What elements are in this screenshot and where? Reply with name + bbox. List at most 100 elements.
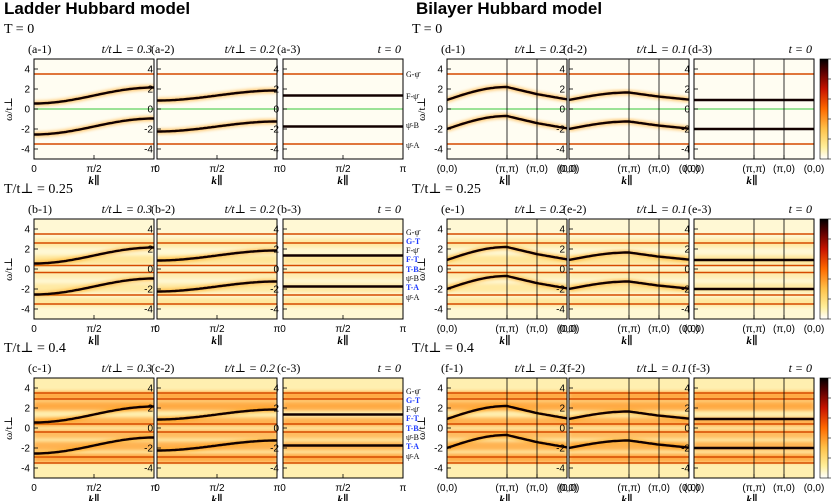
y-tick-label: -4 [681, 305, 690, 316]
panel-label: (f-2) [563, 361, 585, 375]
bilayer-row2-temperature: T/t⊥ = 0.25 [412, 182, 481, 197]
x-tick-label: (π,0) [773, 164, 795, 175]
panel-c-2: 420-2-40 π/2 πk∥(c-2) t/t⊥ = 0.2 [144, 361, 280, 501]
panel-b-1: 420-2-40 π/2 πk∥ω/t⊥(b-1) t/t⊥ = 0.3 [3, 202, 158, 347]
thermal-spectral-haze [157, 429, 277, 439]
y-tick-label: -2 [681, 125, 690, 136]
x-tick-label: π [151, 324, 158, 335]
y-tick-label: 0 [24, 424, 30, 435]
y-tick-label: 2 [24, 404, 30, 415]
x-tick-label: (π,π) [617, 164, 640, 175]
band-label: F-T [406, 414, 420, 423]
y-tick-label: 4 [24, 384, 30, 395]
x-tick-label: π/2 [209, 483, 225, 494]
x-tick-label: π [151, 483, 158, 494]
ladder-row1-temperature: T = 0 [4, 22, 34, 37]
x-tick-label: (π,0) [526, 483, 548, 494]
panel-label: (d-2) [563, 42, 587, 56]
band-label: T-A [406, 442, 419, 451]
x-axis-label: k∥ [211, 493, 222, 501]
y-tick-label: 0 [559, 105, 565, 116]
y-tick-label: -2 [21, 444, 30, 455]
x-tick-label: (π,0) [773, 324, 795, 335]
y-tick-label: 2 [684, 85, 690, 96]
ladder-row2-temperature: T/t⊥ = 0.25 [4, 182, 73, 197]
thermal-spectral-haze [157, 453, 277, 463]
y-tick-label: 2 [24, 245, 30, 256]
y-tick-label: 0 [684, 424, 690, 435]
y-tick-label: 2 [437, 85, 443, 96]
band-label: ψ̄-B [406, 433, 419, 442]
x-axis-label: k∥ [211, 174, 222, 187]
x-tick-label: (π,0) [773, 483, 795, 494]
x-tick-label: π [274, 324, 281, 335]
thermal-spectral-haze [34, 429, 154, 439]
y-tick-label: -4 [144, 145, 153, 156]
panel-label: (e-2) [563, 202, 586, 216]
x-axis-label: k∥ [211, 334, 222, 347]
x-tick-label: 0 [154, 164, 160, 175]
panel-e-3: 420-2-4(0,0)(π,π)(π,0)(0,0)k∥(e-3)t = 01… [681, 202, 831, 347]
panel-label: (a-1) [28, 42, 51, 56]
thermal-spectral-haze [283, 453, 403, 463]
panel-parameter: t = 0 [789, 42, 812, 56]
ladder-model-title: Ladder Hubbard model [4, 0, 190, 18]
panel-label: (c-2) [151, 361, 174, 375]
y-axis-label: ω/t⊥ [3, 416, 15, 440]
y-tick-label: 4 [273, 384, 279, 395]
y-tick-label: -4 [21, 305, 30, 316]
panel-parameter: t/t⊥ = 0.2 [515, 361, 565, 375]
band-label: T-B [406, 424, 419, 433]
x-axis-label: k∥ [746, 493, 757, 501]
y-tick-label: 4 [147, 65, 153, 76]
panel-label: (a-3) [277, 42, 300, 56]
y-tick-label: 2 [147, 85, 153, 96]
y-tick-label: 2 [273, 404, 279, 415]
x-tick-label: π [400, 164, 407, 175]
x-tick-label: 0 [31, 164, 37, 175]
thermal-spectral-haze [283, 391, 403, 401]
y-tick-label: 0 [437, 105, 443, 116]
panel-plot-area [447, 219, 567, 319]
panel-parameter: t/t⊥ = 0.3 [102, 361, 152, 375]
panel-parameter: t/t⊥ = 0.3 [102, 42, 152, 56]
y-tick-label: 4 [559, 384, 565, 395]
y-tick-label: -2 [434, 444, 443, 455]
panel-parameter: t = 0 [378, 202, 401, 216]
panel-f-3: 420-2-4(0,0)(π,π)(π,0)(0,0)k∥(f-3)t = 01… [681, 361, 831, 501]
x-axis-label: k∥ [88, 174, 99, 187]
dispersive-band-line [157, 89, 277, 102]
y-tick-label: -4 [21, 145, 30, 156]
y-axis-label: ω/t⊥ [416, 416, 428, 440]
band-label: ψ̄-A [406, 293, 420, 302]
y-tick-label: 0 [24, 105, 30, 116]
x-tick-label: (π,π) [495, 324, 518, 335]
y-axis-label: ω/t⊥ [416, 257, 428, 281]
bilayer-row1-temperature: T = 0 [412, 22, 442, 37]
x-tick-label: π/2 [335, 483, 351, 494]
y-tick-label: 4 [559, 225, 565, 236]
thermal-spectral-haze [157, 269, 277, 279]
y-tick-label: 2 [24, 85, 30, 96]
panel-b-2: 420-2-40 π/2 πk∥(b-2) t/t⊥ = 0.2 [144, 202, 280, 347]
dispersive-band-line [34, 117, 154, 136]
x-tick-label: (0,0) [557, 483, 578, 494]
thermal-spectral-haze [34, 297, 154, 307]
y-tick-label: -4 [270, 145, 279, 156]
y-tick-label: 2 [147, 404, 153, 415]
band-label: G-T [406, 237, 421, 246]
x-tick-label: 0 [154, 483, 160, 494]
panel-plot-area [447, 378, 567, 478]
thermal-spectral-haze [34, 269, 154, 279]
x-tick-label: π [274, 483, 281, 494]
band-label: F-ψ̄ [406, 246, 420, 255]
x-tick-label: (0,0) [679, 324, 700, 335]
y-axis-label: ω/t⊥ [3, 97, 15, 121]
y-tick-label: -2 [144, 444, 153, 455]
thermal-spectral-haze [283, 401, 403, 411]
band-label: G-ψ̄ [406, 70, 421, 79]
y-tick-label: 0 [147, 265, 153, 276]
x-tick-label: π/2 [86, 324, 102, 335]
panel-label: (c-3) [277, 361, 300, 375]
